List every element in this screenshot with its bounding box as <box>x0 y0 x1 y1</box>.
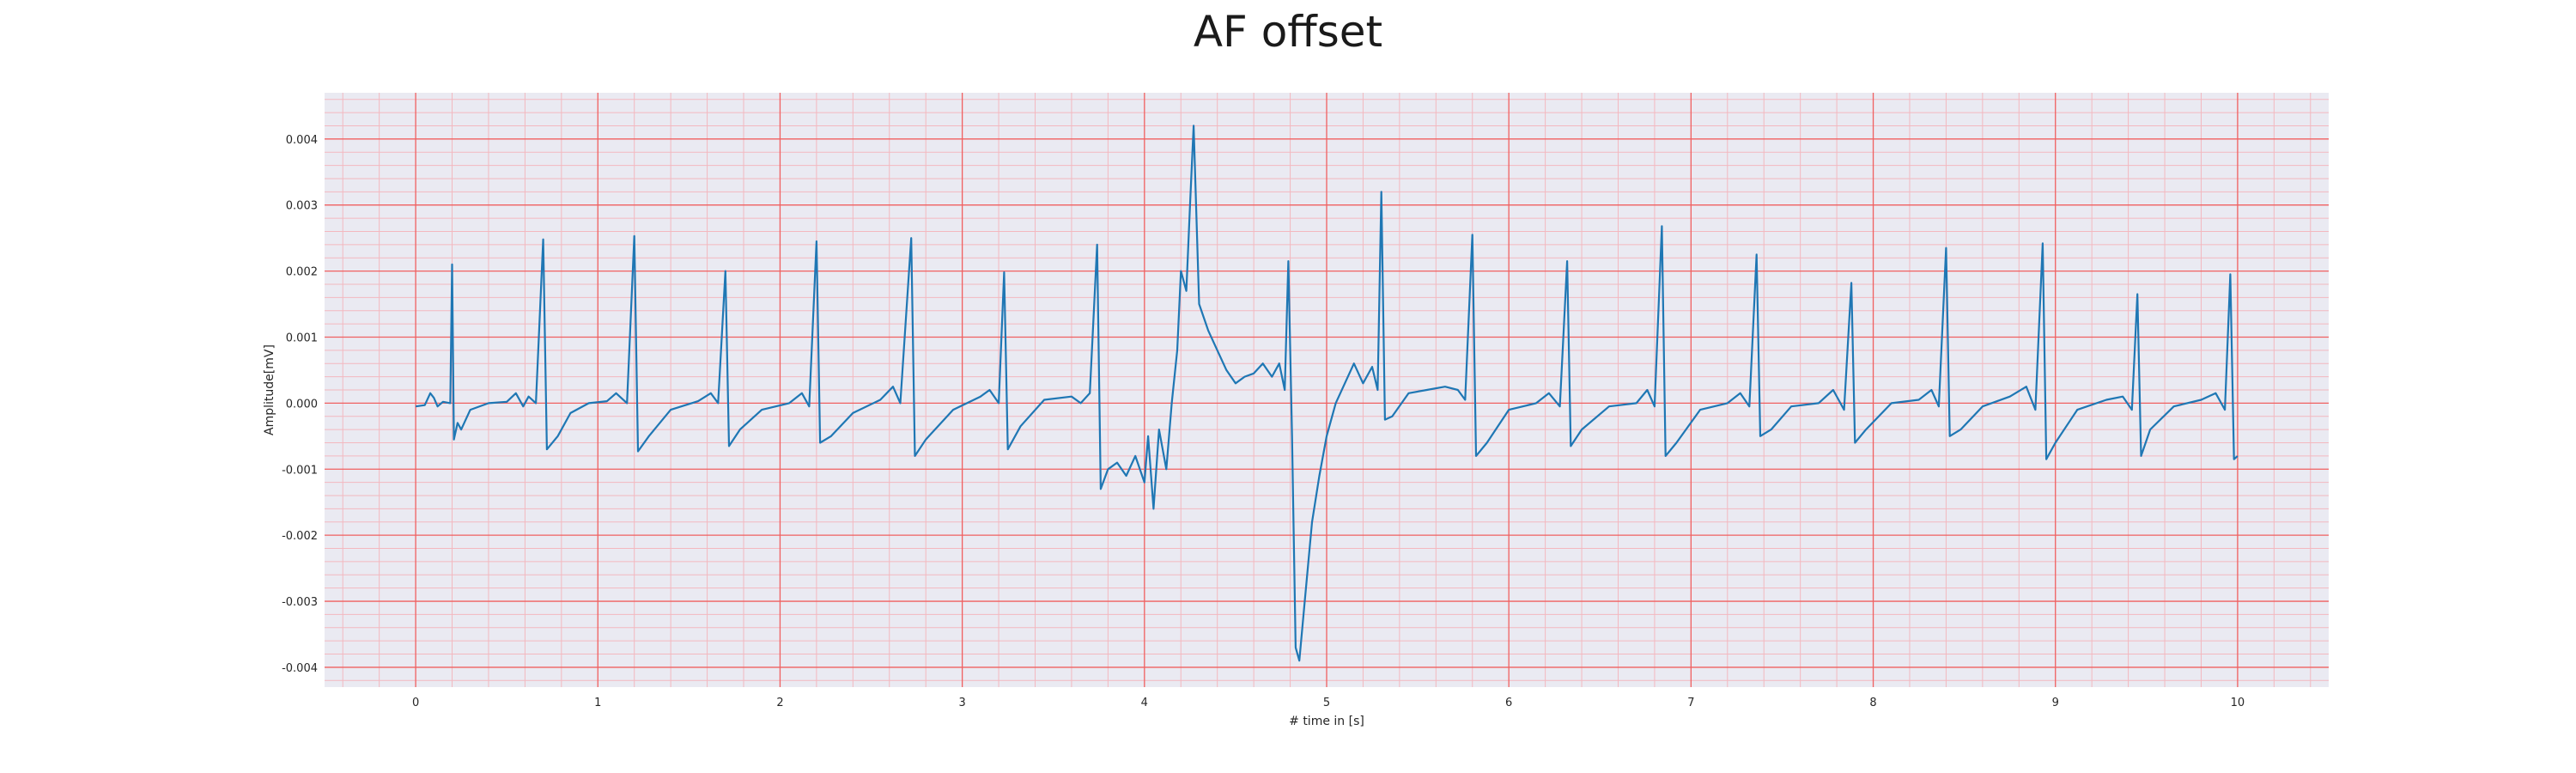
x-tick-label: 3 <box>958 697 965 709</box>
x-tick-label: 5 <box>1323 697 1330 709</box>
x-tick-label: 1 <box>594 697 601 709</box>
y-tick-label: 0.000 <box>286 398 318 411</box>
x-tick-label: 9 <box>2052 697 2059 709</box>
y-tick-label: 0.001 <box>286 332 318 344</box>
x-tick-label: 10 <box>2231 697 2245 709</box>
y-tick-label: -0.004 <box>282 662 318 675</box>
x-axis-label: # time in [s] <box>1289 715 1364 728</box>
y-tick-label: 0.003 <box>286 200 318 213</box>
x-tick-label: 6 <box>1505 697 1512 709</box>
x-tick-label: 0 <box>412 697 419 709</box>
y-axis-label: Amplitude[mV] <box>263 344 276 435</box>
y-tick-label: -0.002 <box>282 530 318 543</box>
y-tick-labels: -0.004 -0.003 -0.002 -0.001 0.000 0.001 0.002 0… <box>282 134 318 675</box>
x-tick-label: 2 <box>776 697 783 709</box>
y-tick-label: -0.003 <box>282 596 318 609</box>
chart-title: AF offset <box>1193 7 1383 57</box>
x-tick-labels: 0 1 2 3 4 5 6 7 8 9 10 <box>412 697 2245 709</box>
y-tick-label: -0.001 <box>282 464 318 477</box>
y-tick-label: 0.002 <box>286 266 318 279</box>
x-tick-label: 8 <box>1869 697 1876 709</box>
x-tick-label: 7 <box>1687 697 1694 709</box>
series-line <box>415 125 2239 662</box>
major-grid <box>325 93 2329 687</box>
y-tick-label: 0.004 <box>286 134 318 147</box>
x-tick-label: 4 <box>1141 697 1148 709</box>
